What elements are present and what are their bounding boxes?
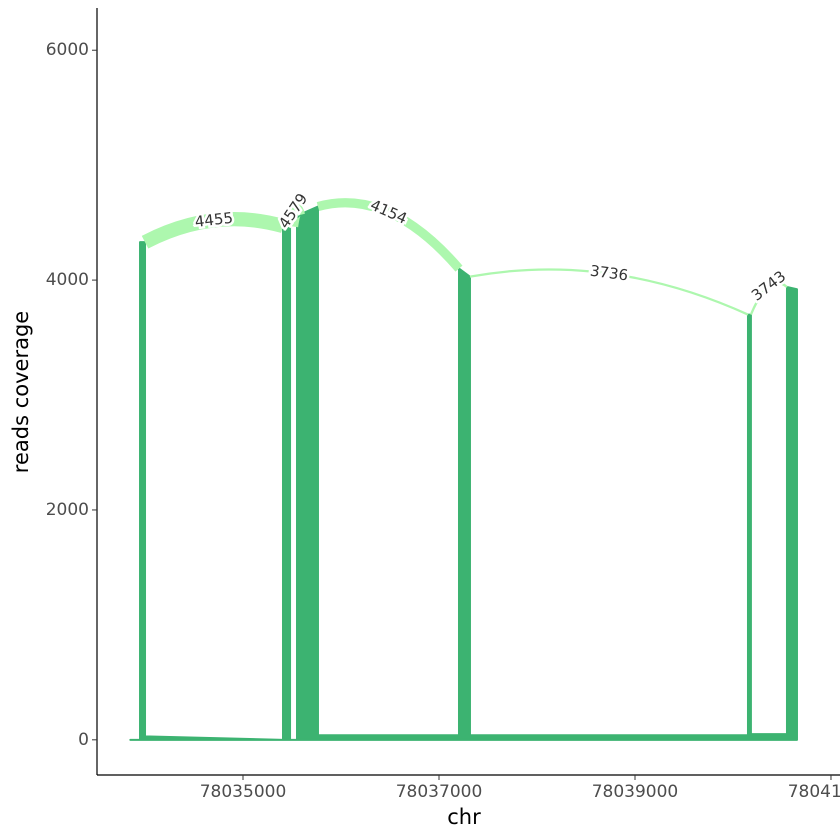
y-tick-label: 4000 [46, 270, 89, 290]
junction-label: 3736 [589, 262, 629, 285]
y-tick-label: 6000 [46, 40, 89, 60]
junction-arc [469, 268, 749, 316]
x-tick-label: 78035000 [200, 782, 287, 802]
junction-arc [281, 202, 305, 228]
junction-label: 3743 [748, 267, 789, 304]
x-tick-label: 78041000 [788, 782, 840, 802]
junction-label: 4455 [194, 209, 234, 231]
y-axis-title: reads coverage [9, 311, 33, 473]
junction-arc [316, 198, 463, 272]
coverage [129, 205, 798, 741]
y-tick-label: 0 [78, 730, 89, 750]
x-tick-label: 78039000 [592, 782, 679, 802]
junction-arc [749, 281, 788, 316]
junction-arc [141, 212, 285, 249]
y-tick-label: 2000 [46, 500, 89, 520]
x-tick-label: 78037000 [396, 782, 483, 802]
x-axis-title: chr [447, 805, 481, 829]
junction-label: 4154 [368, 196, 410, 228]
